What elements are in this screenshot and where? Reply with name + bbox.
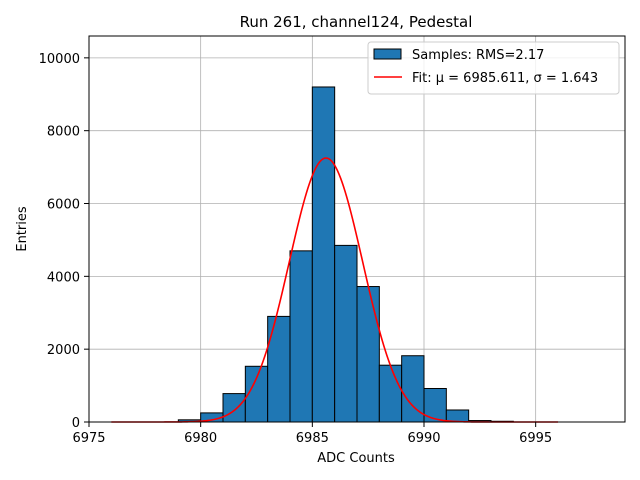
x-tick-label: 6985 [296,431,329,446]
legend-swatch-samples [373,48,402,60]
y-tick-label: 2000 [47,343,80,358]
y-tick-label: 10000 [39,52,80,67]
x-axis-ticks: 6975 6980 6985 6990 6995 [72,422,552,446]
histogram-bar [311,86,336,423]
histogram-bar [289,250,313,423]
histogram-bar [267,315,291,423]
y-tick-label: 0 [72,416,80,431]
histogram-bar [356,286,380,423]
y-tick-label: 8000 [47,125,80,140]
y-tick-label: 4000 [47,270,80,285]
y-axis-ticks: 0 2000 4000 6000 8000 10000 [39,52,89,431]
x-tick-label: 6975 [72,431,105,446]
legend-label-samples: Samples: RMS=2.17 [412,48,544,63]
chart-title: Run 261, channel124, Pedestal [240,13,473,31]
y-tick-label: 6000 [47,198,80,213]
histogram-bar [222,393,246,423]
x-axis-label: ADC Counts [317,451,395,466]
histogram-bar [334,244,358,423]
x-tick-label: 6990 [407,431,440,446]
histogram-bar [378,364,403,423]
legend: Samples: RMS=2.17 Fit: μ = 6985.611, σ =… [367,41,620,95]
histogram-bar [445,409,470,423]
x-tick-label: 6980 [184,431,217,446]
plot-area-frame [88,35,626,423]
x-tick-label: 6995 [519,431,552,446]
y-axis-label: Entries [15,206,30,252]
legend-box [367,41,620,95]
histogram-bars [177,86,514,423]
legend-label-fit: Fit: μ = 6985.611, σ = 1.643 [412,71,598,86]
